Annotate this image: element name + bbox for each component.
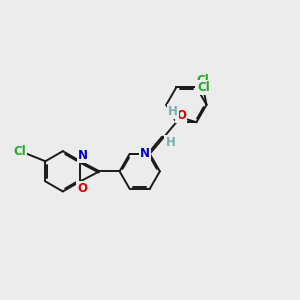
Text: Cl: Cl [13, 145, 26, 158]
Text: Cl: Cl [196, 74, 209, 87]
Text: Cl: Cl [197, 81, 210, 94]
Text: H: H [168, 105, 178, 118]
Text: N: N [140, 147, 150, 161]
Text: O: O [77, 182, 87, 195]
Text: N: N [78, 149, 88, 162]
Text: O: O [176, 109, 186, 122]
Text: H: H [165, 136, 175, 149]
